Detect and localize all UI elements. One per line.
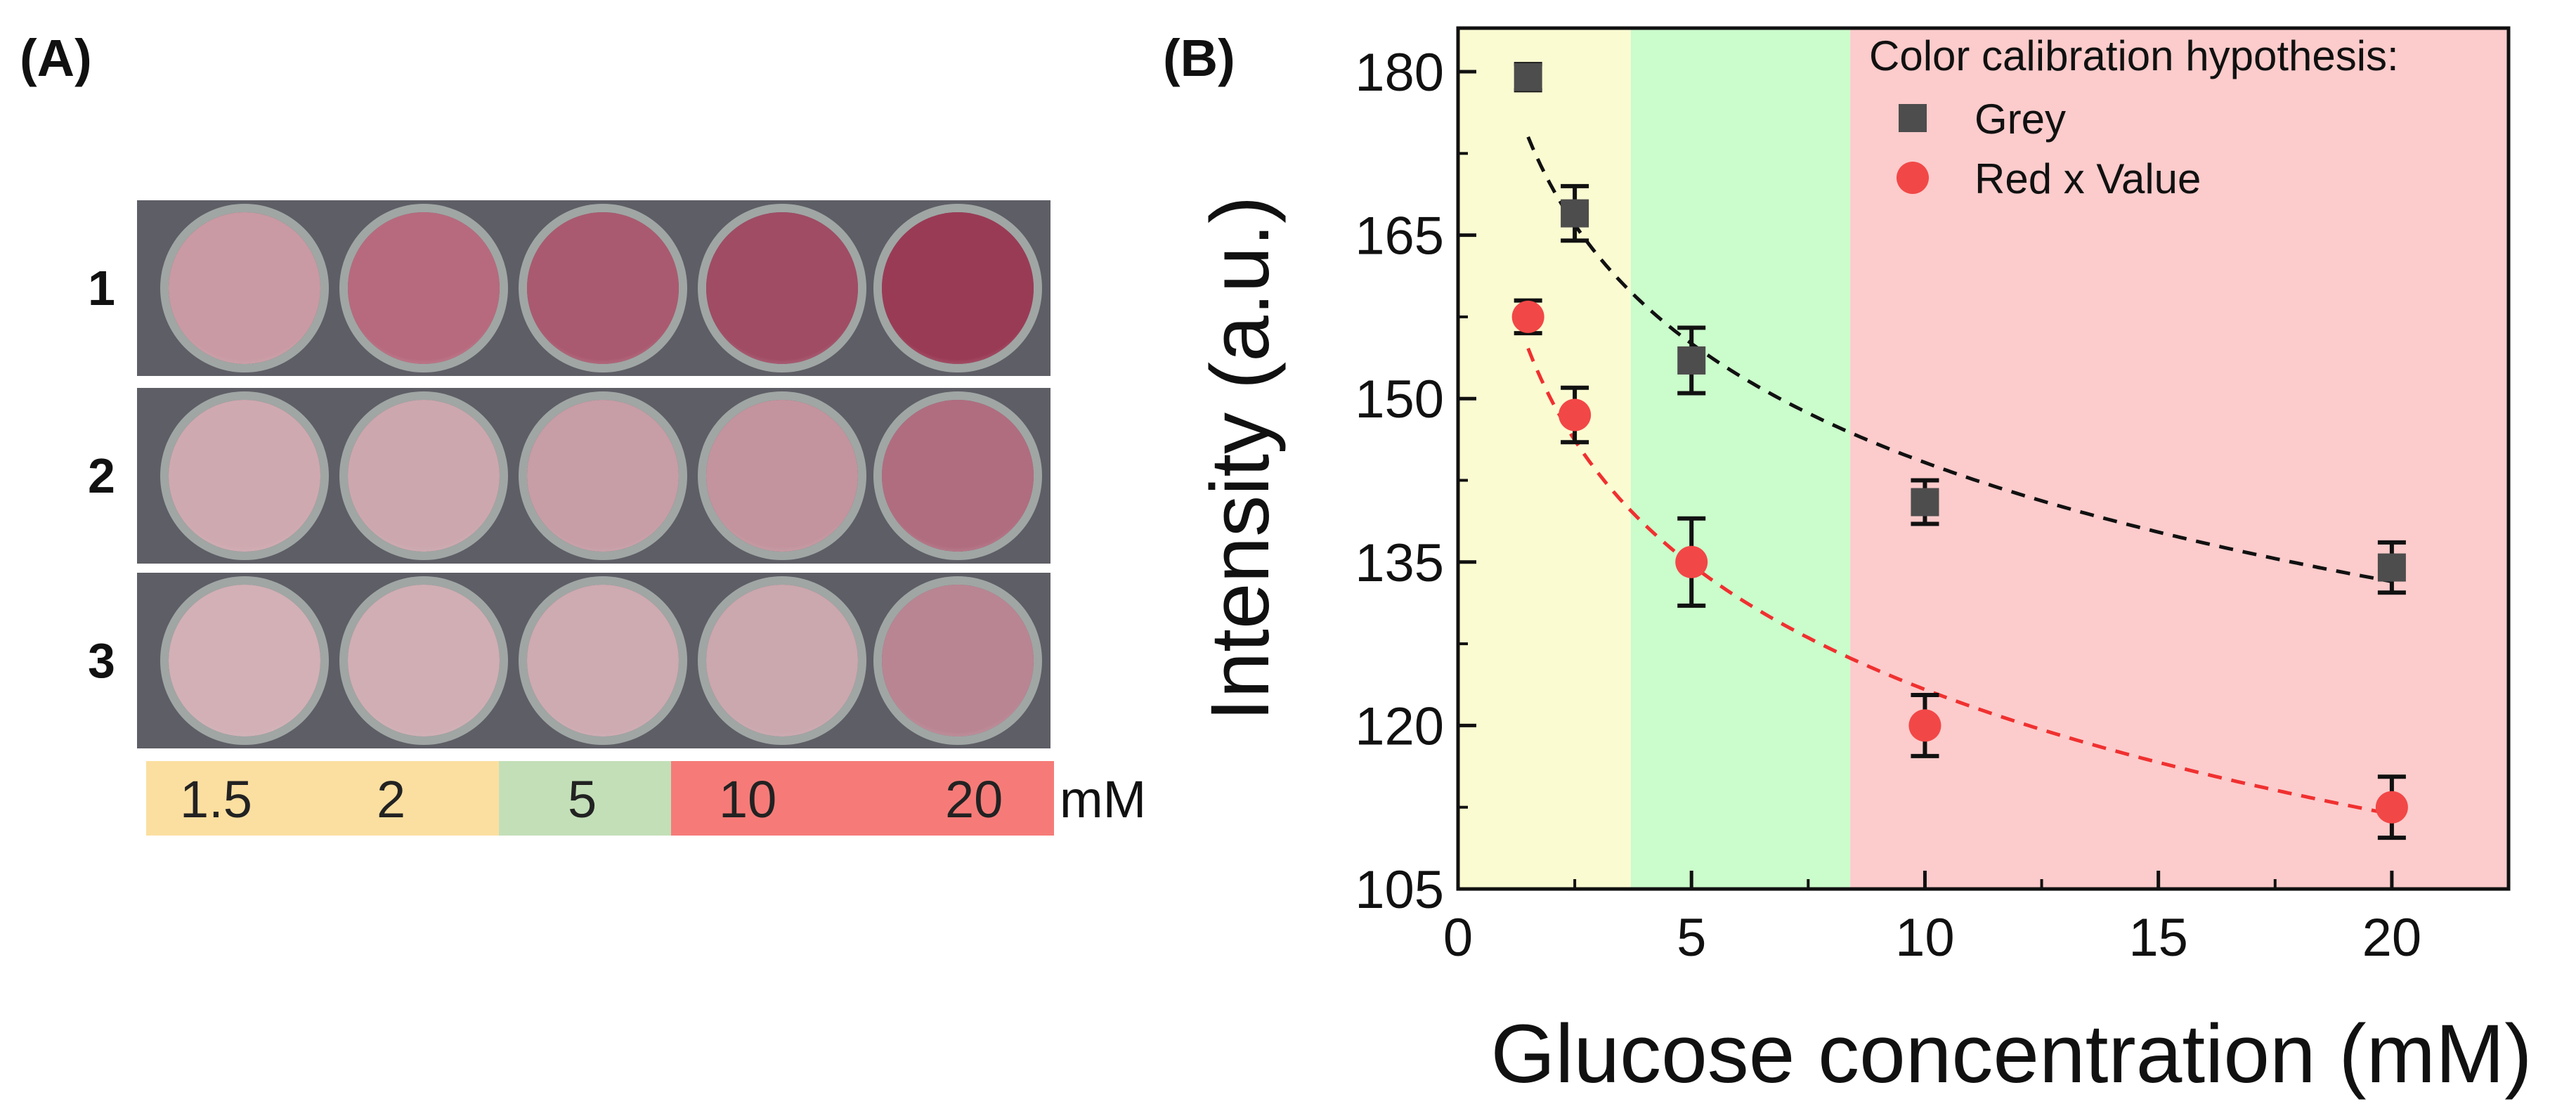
y-tick-label: 120 <box>1355 696 1444 756</box>
test-spot <box>527 400 679 552</box>
y-tick-label: 165 <box>1355 207 1444 266</box>
test-spot <box>882 585 1034 736</box>
scale-segment-label: 2 <box>377 770 406 829</box>
data-point-square <box>2377 553 2406 582</box>
background-band <box>1850 28 2509 889</box>
test-spot <box>882 212 1034 364</box>
test-spot <box>169 212 320 364</box>
test-spot <box>706 400 858 552</box>
y-axis-title: Intensity (a.u.) <box>1194 196 1287 722</box>
legend-marker-circle <box>1897 162 1929 194</box>
panel-a-label: (A) <box>20 29 92 87</box>
scale-segment: 5 <box>499 761 671 836</box>
test-spot <box>348 212 500 364</box>
test-spot <box>169 585 320 736</box>
legend-marker-square <box>1899 104 1927 132</box>
data-point-circle <box>1511 300 1544 333</box>
data-point-square <box>1911 488 1939 517</box>
test-strip-row <box>137 573 1050 748</box>
x-tick-label: 20 <box>2362 908 2422 968</box>
y-tick-label: 135 <box>1355 533 1444 593</box>
strip-row-label: 3 <box>88 633 115 688</box>
scale-segment-label: 5 <box>568 770 597 829</box>
fit-curve <box>1526 347 2393 816</box>
concentration-scale-bar: 1.5 2 5 10 20 <box>146 761 1054 836</box>
legend-label: Red x Value <box>1975 155 2201 202</box>
test-spot <box>527 585 679 736</box>
data-point-circle <box>1559 398 1592 431</box>
strip-row-label: 1 <box>88 261 115 316</box>
data-point-circle <box>2375 791 2408 824</box>
scale-segment: 20 <box>850 761 1054 836</box>
y-tick-label: 105 <box>1355 860 1444 920</box>
scale-segment-label: 20 <box>945 770 1003 829</box>
legend-label: Grey <box>1975 96 2066 143</box>
scale-segment: 1.5 <box>146 761 294 836</box>
plot-frame <box>1456 26 2511 891</box>
fit-curve <box>1526 136 2393 583</box>
test-strip-row <box>137 388 1050 564</box>
y-tick-label: 150 <box>1355 370 1444 429</box>
data-point-circle <box>1675 545 1708 578</box>
test-strip-row <box>137 200 1050 376</box>
scale-segment: 10 <box>671 761 850 836</box>
y-tick-label: 180 <box>1355 43 1444 103</box>
test-spot <box>169 400 320 552</box>
data-point-square <box>1561 199 1589 228</box>
x-tick-label: 0 <box>1443 908 1473 968</box>
legend-title: Color calibration hypothesis: <box>1869 32 2399 79</box>
x-tick-label: 5 <box>1677 908 1706 968</box>
data-point-square <box>1514 63 1542 91</box>
test-spot <box>882 400 1034 552</box>
scale-segment-label: 10 <box>719 770 777 829</box>
scale-segment-label: 1.5 <box>180 770 252 829</box>
x-axis-title: Glucose concentration (mM) <box>1490 1008 2532 1100</box>
background-band <box>1458 28 1631 889</box>
scale-unit-label: mM <box>1060 770 1147 829</box>
scale-segment: 2 <box>294 761 499 836</box>
data-point-square <box>1677 346 1706 375</box>
x-tick-label: 10 <box>1895 908 1955 968</box>
data-point-circle <box>1908 709 1941 742</box>
strip-row-label: 2 <box>88 448 115 503</box>
test-spot <box>527 212 679 364</box>
panel-b-label: (B) <box>1163 29 1235 87</box>
background-band <box>1630 28 1851 889</box>
x-tick-label: 15 <box>2128 908 2188 968</box>
test-spot <box>706 585 858 736</box>
test-spot <box>706 212 858 364</box>
test-spot <box>348 585 500 736</box>
test-spot <box>348 400 500 552</box>
